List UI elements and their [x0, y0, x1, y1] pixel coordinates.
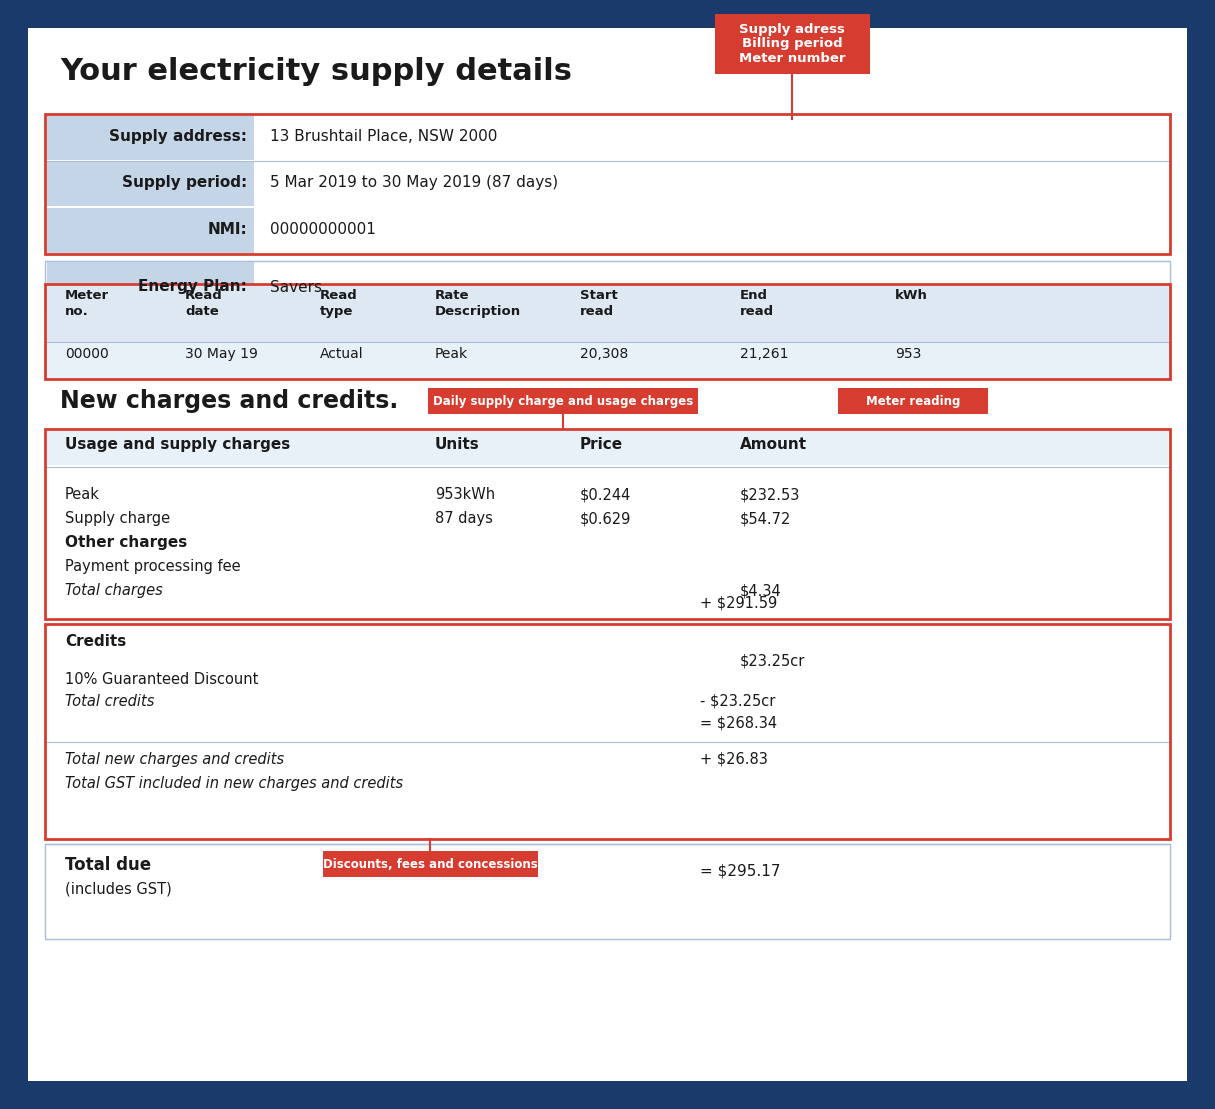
Text: $0.629: $0.629 — [580, 511, 632, 526]
Bar — [45, 624, 1170, 840]
Bar — [838, 388, 988, 414]
Text: Meter
no.: Meter no. — [64, 289, 109, 318]
Text: $54.72: $54.72 — [740, 511, 791, 526]
Text: End
read: End read — [740, 289, 774, 318]
Text: 21,261: 21,261 — [740, 347, 789, 362]
Text: Actual: Actual — [320, 347, 363, 362]
Text: Rate
Description: Rate Description — [435, 289, 521, 318]
Text: Read
date: Read date — [185, 289, 222, 318]
Text: Total due: Total due — [64, 856, 151, 874]
Text: $232.53: $232.53 — [740, 487, 801, 502]
Text: Discounts, fees and concessions: Discounts, fees and concessions — [323, 857, 537, 871]
Bar — [47, 208, 254, 253]
Text: Usage and supply charges: Usage and supply charges — [64, 437, 290, 452]
Text: Credits: Credits — [64, 634, 126, 649]
Text: 30 May 19: 30 May 19 — [185, 347, 258, 362]
Text: Energy Plan:: Energy Plan: — [139, 279, 247, 295]
Text: = $295.17: = $295.17 — [700, 864, 780, 879]
Bar — [45, 429, 1170, 619]
Bar — [47, 262, 254, 312]
Text: Supply period:: Supply period: — [122, 175, 247, 191]
Text: New charges and credits.: New charges and credits. — [60, 389, 399, 413]
Text: 5 Mar 2019 to 30 May 2019 (87 days): 5 Mar 2019 to 30 May 2019 (87 days) — [270, 175, 558, 191]
Bar — [45, 114, 1170, 254]
Text: Peak: Peak — [435, 347, 468, 362]
Bar — [47, 115, 254, 160]
Text: + $26.83: + $26.83 — [700, 752, 768, 767]
Bar — [45, 284, 1170, 379]
Bar — [45, 844, 1170, 939]
Text: Supply charge: Supply charge — [64, 511, 170, 526]
Bar — [45, 284, 1170, 379]
Text: Total credits: Total credits — [64, 694, 154, 709]
Text: Amount: Amount — [740, 437, 807, 452]
Text: Your electricity supply details: Your electricity supply details — [60, 57, 572, 87]
Text: Start
read: Start read — [580, 289, 617, 318]
Text: 13 Brushtail Place, NSW 2000: 13 Brushtail Place, NSW 2000 — [270, 129, 497, 144]
Text: + $291.59: + $291.59 — [700, 596, 778, 611]
Text: Savers: Savers — [270, 279, 322, 295]
Text: NMI:: NMI: — [208, 222, 247, 237]
Bar — [428, 388, 697, 414]
Bar — [45, 261, 1170, 313]
Bar — [47, 431, 1168, 465]
Text: Supply address:: Supply address: — [109, 129, 247, 144]
Text: $4.34: $4.34 — [740, 583, 781, 598]
Text: 00000: 00000 — [64, 347, 109, 362]
Text: - $23.25cr: - $23.25cr — [700, 694, 775, 709]
Bar — [47, 162, 254, 206]
Text: Peak: Peak — [64, 487, 100, 502]
Text: Other charges: Other charges — [64, 535, 187, 550]
Bar — [714, 14, 870, 74]
Text: 953: 953 — [895, 347, 921, 362]
Text: 87 days: 87 days — [435, 511, 493, 526]
Bar — [47, 285, 1168, 342]
Text: 953kWh: 953kWh — [435, 487, 496, 502]
Text: Price: Price — [580, 437, 623, 452]
Text: Units: Units — [435, 437, 480, 452]
Text: (includes GST): (includes GST) — [64, 882, 171, 897]
Text: kWh: kWh — [895, 289, 928, 302]
Text: $23.25cr: $23.25cr — [740, 654, 806, 669]
Text: = $268.34: = $268.34 — [700, 716, 778, 731]
Text: 20,308: 20,308 — [580, 347, 628, 362]
Text: Total GST included in new charges and credits: Total GST included in new charges and cr… — [64, 776, 403, 791]
Text: $0.244: $0.244 — [580, 487, 632, 502]
Text: Read
type: Read type — [320, 289, 357, 318]
Text: Total charges: Total charges — [64, 583, 163, 598]
Text: 10% Guaranteed Discount: 10% Guaranteed Discount — [64, 672, 259, 686]
Bar — [322, 851, 537, 877]
Text: Total new charges and credits: Total new charges and credits — [64, 752, 284, 767]
Text: Daily supply charge and usage charges: Daily supply charge and usage charges — [433, 395, 693, 407]
Bar — [45, 624, 1170, 840]
Text: Payment processing fee: Payment processing fee — [64, 559, 241, 574]
Bar — [45, 429, 1170, 619]
Text: 00000000001: 00000000001 — [270, 222, 375, 237]
Text: Supply adress
Billing period
Meter number: Supply adress Billing period Meter numbe… — [739, 22, 846, 65]
Text: Meter reading: Meter reading — [866, 395, 960, 407]
